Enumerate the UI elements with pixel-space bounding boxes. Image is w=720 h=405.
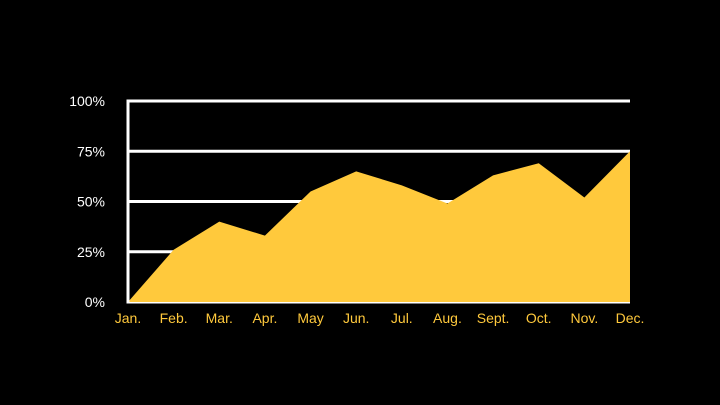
x-tick-label: Oct.: [526, 310, 552, 326]
x-tick-label: Feb.: [160, 310, 188, 326]
x-tick-label: May: [297, 310, 323, 326]
x-tick-label: Nov.: [570, 310, 598, 326]
y-tick-label: 50%: [77, 194, 105, 210]
y-tick-label: 75%: [77, 143, 105, 159]
x-tick-label: Sept.: [477, 310, 510, 326]
x-tick-label: Mar.: [206, 310, 233, 326]
y-axis-tick-labels: 0% 25% 50% 75% 100%: [69, 93, 105, 310]
area-series: [128, 151, 630, 302]
x-tick-label: Dec.: [616, 310, 645, 326]
y-tick-label: 0%: [85, 294, 105, 310]
x-tick-label: Apr.: [252, 310, 277, 326]
x-tick-label: Jun.: [343, 310, 369, 326]
y-tick-label: 100%: [69, 93, 105, 109]
y-tick-label: 25%: [77, 244, 105, 260]
x-axis-tick-labels: Jan. Feb. Mar. Apr. May Jun. Jul. Aug. Sept. Oct.…: [115, 310, 645, 326]
x-tick-label: Jul.: [391, 310, 413, 326]
x-tick-label: Jan.: [115, 310, 141, 326]
x-tick-label: Aug.: [433, 310, 462, 326]
